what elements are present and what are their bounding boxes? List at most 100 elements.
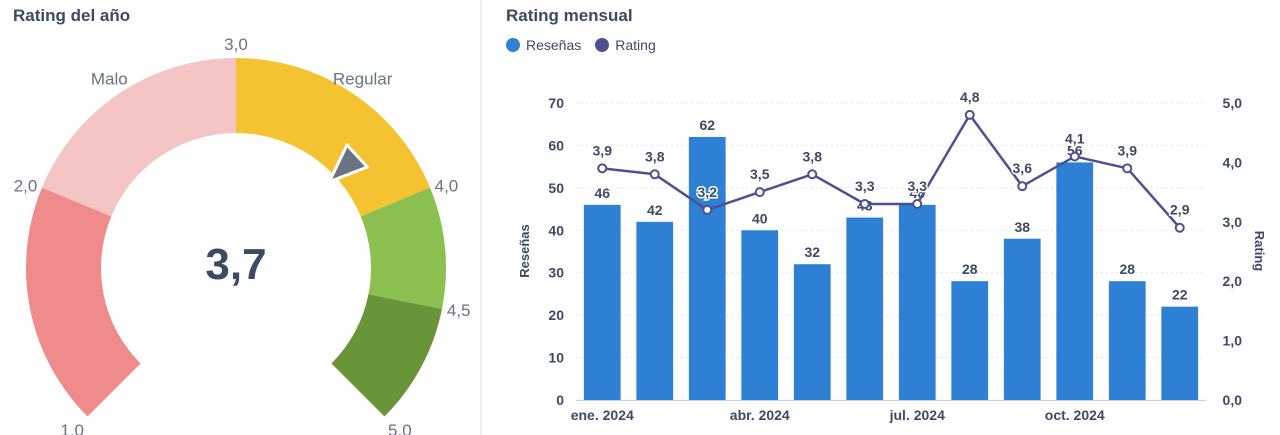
combo-chart: 0 10 20 30 40 50 60 70 0,0 1,0 2,0 3,0 4,0 5,0 46 42 6… xyxy=(517,87,1267,423)
bar-label: 62 xyxy=(699,117,715,133)
rating-label: 3,3 xyxy=(908,178,928,194)
rating-line xyxy=(602,113,1181,229)
rating-point[interactable] xyxy=(1069,151,1080,162)
rating-label: 4,8 xyxy=(960,89,980,105)
gauge-band-label: Regular xyxy=(333,69,393,88)
rating-point[interactable] xyxy=(859,198,870,209)
gauge-band-3 xyxy=(360,187,447,309)
gauge-band-2 xyxy=(236,58,431,217)
monthly-rating-panel: Rating mensual Reseñas Rating 0 10 20 30 40 5… xyxy=(484,0,1280,435)
bar-data-labels: 464262403243462838562822 xyxy=(594,117,1187,303)
y-axis-right-title: Rating xyxy=(1252,231,1267,272)
gauge-band-4 xyxy=(331,294,442,417)
rating-point[interactable] xyxy=(597,163,608,174)
gauge-tick-label: 2,0 xyxy=(14,177,38,196)
legend-label-rating: Rating xyxy=(615,37,656,53)
gauge-pointer xyxy=(327,143,369,184)
rating-line-series xyxy=(597,109,1185,233)
rating-point[interactable] xyxy=(964,109,975,120)
x-tick-label: ene. 2024 xyxy=(571,407,634,423)
gauge-tick-label: 3,0 xyxy=(224,35,248,54)
bar-label: 42 xyxy=(647,202,663,218)
chart-title: Rating mensual xyxy=(506,6,633,25)
gauge-band-1 xyxy=(41,58,237,217)
y-left-tick-label: 70 xyxy=(548,95,564,111)
gauge-tick-label: 5,0 xyxy=(388,421,412,435)
rating-point[interactable] xyxy=(702,204,713,215)
bar[interactable] xyxy=(1108,281,1146,400)
rating-label: 3,5 xyxy=(750,166,770,182)
rating-label: 3,8 xyxy=(645,148,665,164)
legend-label-resenas: Reseñas xyxy=(526,37,582,53)
legend-item-resenas[interactable]: Reseñas xyxy=(506,37,581,53)
y-right-tick-label: 3,0 xyxy=(1223,214,1243,230)
x-tick-label: jul. 2024 xyxy=(889,407,945,423)
y-right-tick-label: 4,0 xyxy=(1223,154,1243,170)
legend-item-rating[interactable]: Rating xyxy=(595,37,656,53)
gauge-title: Rating del año xyxy=(13,6,131,25)
y-left-tick-label: 50 xyxy=(548,180,564,196)
bar-label: 28 xyxy=(1119,261,1135,277)
rating-label: 3,3 xyxy=(855,178,875,194)
bar[interactable] xyxy=(846,217,884,400)
gauge-tick-labels: 1,0 2,0 3,0 4,0 4,5 5,0 xyxy=(14,35,471,435)
rating-data-labels: 3,9 3,8 3,2 3,5 3,8 3,3 3,3 4,8 3,6 4,1 3,9 2,9 xyxy=(591,87,1191,219)
rating-label: 3,2 xyxy=(698,184,718,200)
chart-legend: Reseñas Rating xyxy=(506,37,656,53)
bar[interactable] xyxy=(741,230,779,400)
y-left-tick-label: 20 xyxy=(548,307,564,323)
bar[interactable] xyxy=(951,281,989,400)
rating-point[interactable] xyxy=(1017,181,1028,192)
bar[interactable] xyxy=(1161,306,1199,400)
bar[interactable] xyxy=(1056,162,1094,400)
gauge-tick-label: 4,0 xyxy=(435,177,459,196)
bar-series xyxy=(583,136,1199,400)
x-tick-label: oct. 2024 xyxy=(1045,407,1105,423)
y-left-tick-label: 30 xyxy=(548,265,564,281)
x-tick-label: abr. 2024 xyxy=(730,407,790,423)
rating-label: 4,1 xyxy=(1065,130,1085,146)
gauge-tick-label: 4,5 xyxy=(447,301,471,320)
rating-label: 2,9 xyxy=(1170,202,1190,218)
rating-label: 3,9 xyxy=(1118,142,1138,158)
gauge-bands xyxy=(25,58,447,417)
y-left-tick-label: 40 xyxy=(548,222,564,238)
rating-point[interactable] xyxy=(1174,222,1185,233)
rating-point[interactable] xyxy=(807,169,818,180)
gauge-band-0 xyxy=(25,187,141,417)
bar[interactable] xyxy=(583,204,621,400)
rating-point[interactable] xyxy=(649,169,660,180)
y-right-tick-label: 0,0 xyxy=(1223,392,1243,408)
y-right-tick-label: 1,0 xyxy=(1223,333,1243,349)
gauge-panel: Rating del año 1,0 2,0 3,0 4,0 4,5 5,0 Malo Re… xyxy=(0,0,478,435)
y-right-tick-label: 2,0 xyxy=(1223,273,1243,289)
gauge-tick-label: 1,0 xyxy=(60,421,84,435)
gauge-value: 3,7 xyxy=(205,240,266,289)
rating-point[interactable] xyxy=(912,198,923,209)
y-left-tick-label: 10 xyxy=(548,350,564,366)
bar-label: 46 xyxy=(594,185,610,201)
bar[interactable] xyxy=(898,204,936,400)
rating-point[interactable] xyxy=(754,187,765,198)
bar[interactable] xyxy=(636,221,674,400)
bar-label: 32 xyxy=(804,244,820,260)
legend-dot-resenas xyxy=(506,38,520,52)
gauge-chart: 1,0 2,0 3,0 4,0 4,5 5,0 Malo Regular 3,7 xyxy=(14,35,471,435)
bar[interactable] xyxy=(793,264,831,400)
rating-label: 3,8 xyxy=(803,148,823,164)
y-axis-left: 0 10 20 30 40 50 60 70 xyxy=(548,95,564,408)
gauge-band-labels: Malo Regular xyxy=(91,69,393,88)
y-left-tick-label: 0 xyxy=(556,392,564,408)
y-left-tick-label: 60 xyxy=(548,137,564,153)
legend-dot-rating xyxy=(595,38,610,52)
bar[interactable] xyxy=(1003,238,1041,400)
bar-label: 28 xyxy=(962,261,978,277)
bar-label: 40 xyxy=(752,210,768,226)
rating-label: 3,9 xyxy=(593,142,613,158)
gauge-band-label: Malo xyxy=(91,69,128,88)
rating-label: 3,6 xyxy=(1013,160,1033,176)
panel-divider xyxy=(480,0,482,435)
rating-point[interactable] xyxy=(1122,163,1133,174)
bar-label: 22 xyxy=(1172,287,1188,303)
bar[interactable] xyxy=(688,136,726,400)
